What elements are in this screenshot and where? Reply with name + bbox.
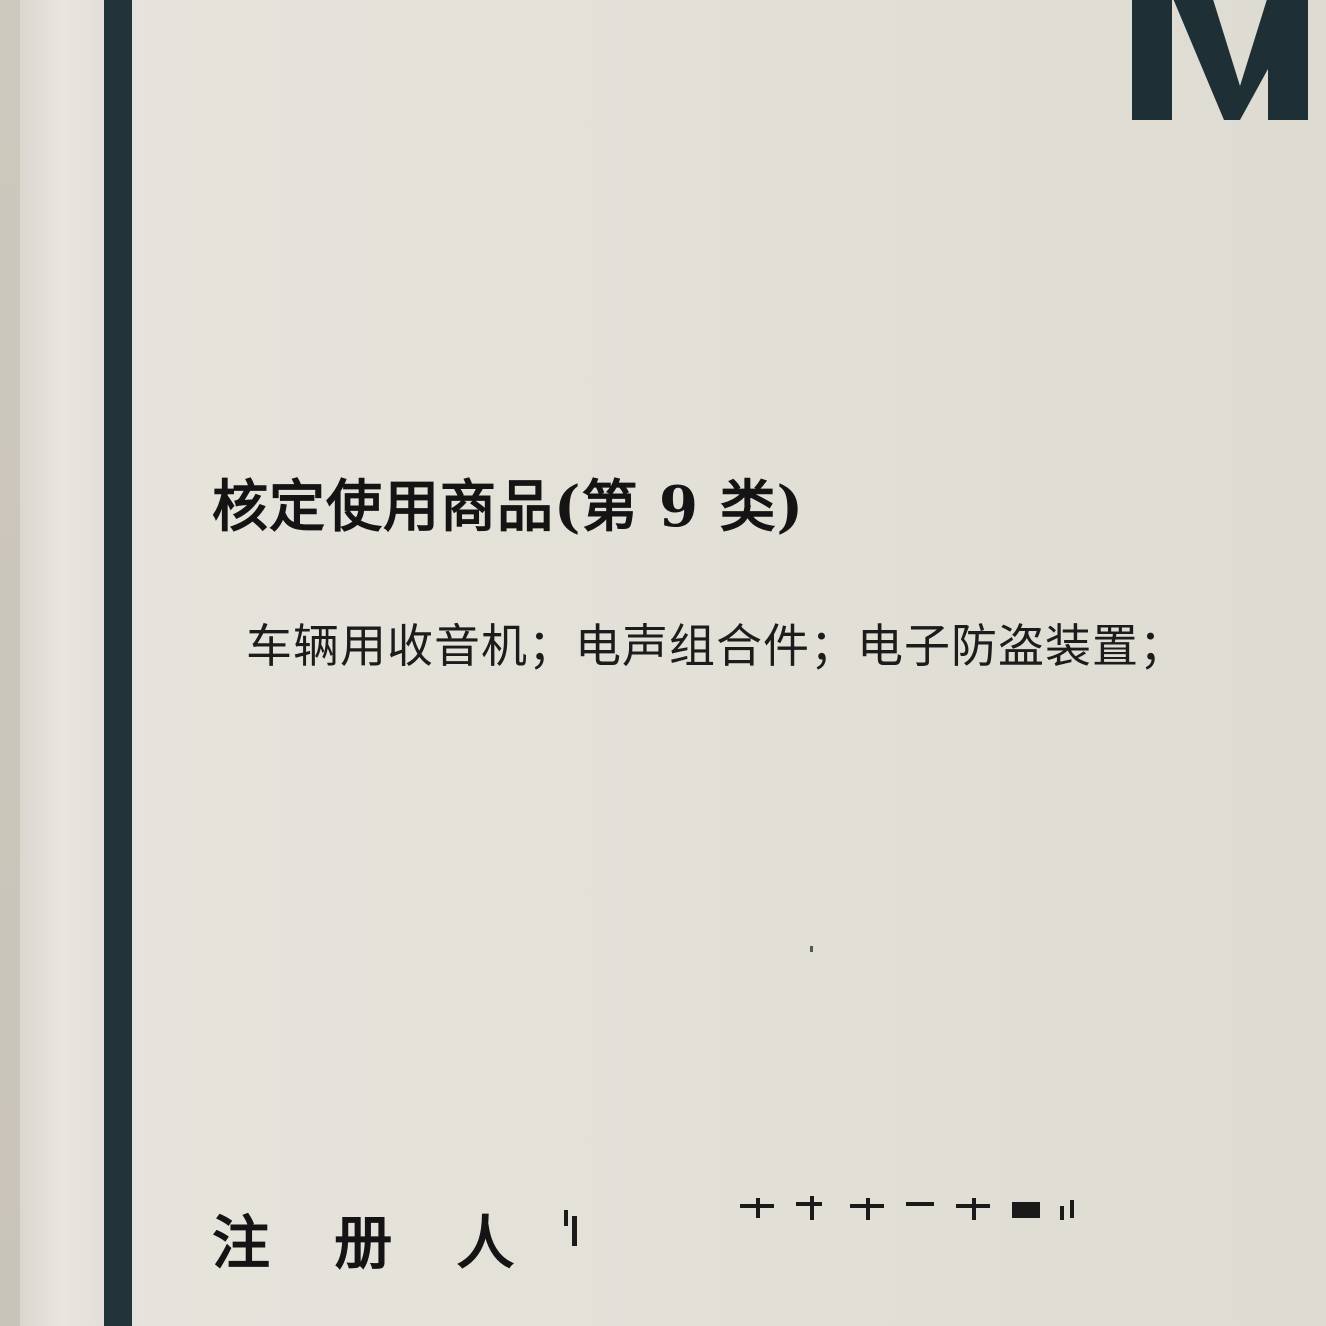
document-page — [20, 0, 1326, 1326]
logo-letter-m — [1132, 0, 1308, 120]
goods-list: 车辆用收音机；电声组合件；电子防盗装置； — [246, 619, 1186, 673]
registrant-label: 注 册 人 — [212, 1209, 537, 1277]
page-edge — [20, 0, 106, 1326]
section-title: 核定使用商品(第 9 类) — [212, 474, 804, 540]
spine-stripe — [104, 0, 132, 1326]
paper-speck — [810, 946, 813, 952]
registrant-value-obscured — [564, 1196, 1074, 1246]
logo-fragment — [1132, 0, 1308, 120]
